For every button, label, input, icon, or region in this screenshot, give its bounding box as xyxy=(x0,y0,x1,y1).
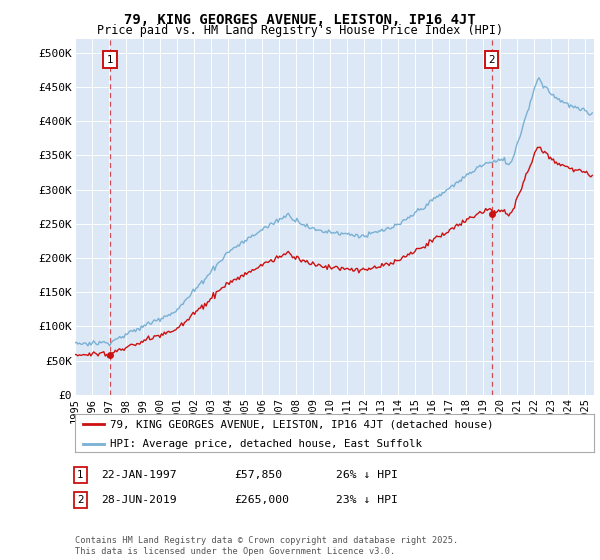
Text: Price paid vs. HM Land Registry's House Price Index (HPI): Price paid vs. HM Land Registry's House … xyxy=(97,24,503,37)
Text: HPI: Average price, detached house, East Suffolk: HPI: Average price, detached house, East… xyxy=(110,438,422,449)
Text: 28-JUN-2019: 28-JUN-2019 xyxy=(101,495,176,505)
Text: 79, KING GEORGES AVENUE, LEISTON, IP16 4JT: 79, KING GEORGES AVENUE, LEISTON, IP16 4… xyxy=(124,13,476,27)
Text: £57,850: £57,850 xyxy=(234,470,282,480)
Text: 26% ↓ HPI: 26% ↓ HPI xyxy=(336,470,398,480)
Text: 79, KING GEORGES AVENUE, LEISTON, IP16 4JT (detached house): 79, KING GEORGES AVENUE, LEISTON, IP16 4… xyxy=(110,419,494,429)
Text: 23% ↓ HPI: 23% ↓ HPI xyxy=(336,495,398,505)
Text: 1: 1 xyxy=(77,470,83,480)
Text: 2: 2 xyxy=(77,495,83,505)
Text: £265,000: £265,000 xyxy=(234,495,289,505)
Text: 2: 2 xyxy=(488,55,495,65)
Text: 22-JAN-1997: 22-JAN-1997 xyxy=(101,470,176,480)
Text: Contains HM Land Registry data © Crown copyright and database right 2025.
This d: Contains HM Land Registry data © Crown c… xyxy=(75,536,458,556)
Text: 1: 1 xyxy=(107,55,113,65)
